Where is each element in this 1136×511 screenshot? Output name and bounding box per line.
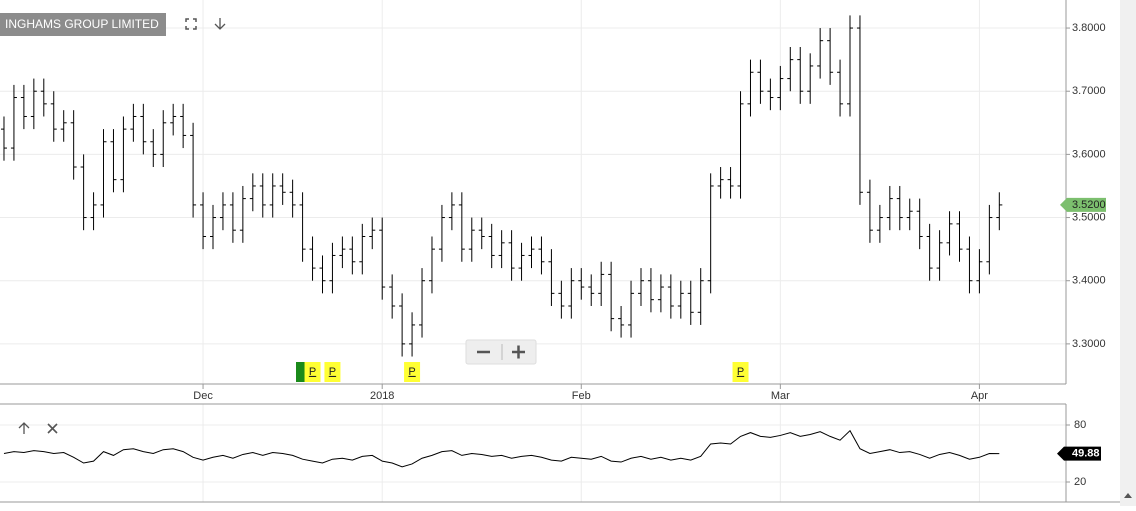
- marks: [0, 15, 1003, 468]
- event-marker: [304, 362, 321, 382]
- chart-title: INGHAMS GROUP LIMITED: [5, 17, 159, 31]
- last-price-tag: [1060, 197, 1106, 212]
- y-tick-label: 3.7000: [1072, 85, 1106, 97]
- y-tick-label: 3.4000: [1072, 275, 1106, 287]
- y-tick-label: 3.5000: [1072, 211, 1106, 223]
- title-box: [0, 13, 166, 36]
- x-tick-label: Mar: [771, 390, 790, 402]
- x-tick-label: Dec: [193, 390, 213, 402]
- event-flag: [296, 362, 305, 382]
- fullscreen-icon[interactable]: [185, 18, 197, 30]
- event-marker: [324, 362, 341, 382]
- indicator-tag: [1057, 446, 1101, 461]
- y-tick-label: 20: [1074, 476, 1086, 488]
- x-tick-label: Apr: [971, 390, 988, 402]
- event-marker-label: P: [329, 366, 336, 378]
- last-price-label: 3.5200: [1072, 199, 1106, 211]
- indicator-line: [3, 429, 1000, 468]
- event-marker-label: P: [309, 366, 316, 378]
- event-marker-label: P: [737, 366, 744, 378]
- event-marker: [404, 362, 421, 382]
- y-tick-label: 3.8000: [1072, 22, 1106, 34]
- zoom-control[interactable]: [465, 339, 537, 365]
- indicator-value-label: 49.88: [1072, 448, 1100, 460]
- scrollbar[interactable]: [1120, 0, 1136, 506]
- x-tick-label: Feb: [572, 390, 591, 402]
- scroll-arrow[interactable]: [1124, 493, 1132, 498]
- download-icon[interactable]: [214, 18, 226, 30]
- y-tick-label: 3.6000: [1072, 148, 1106, 160]
- y-tick-label: 3.3000: [1072, 338, 1106, 350]
- y-tick-label: 80: [1074, 419, 1086, 431]
- up-icon[interactable]: [18, 422, 30, 434]
- event-marker: [732, 362, 749, 382]
- x-tick-label: 2018: [370, 390, 394, 402]
- event-marker-label: P: [408, 366, 415, 378]
- close-icon[interactable]: [47, 423, 58, 434]
- grid: [0, 0, 1066, 502]
